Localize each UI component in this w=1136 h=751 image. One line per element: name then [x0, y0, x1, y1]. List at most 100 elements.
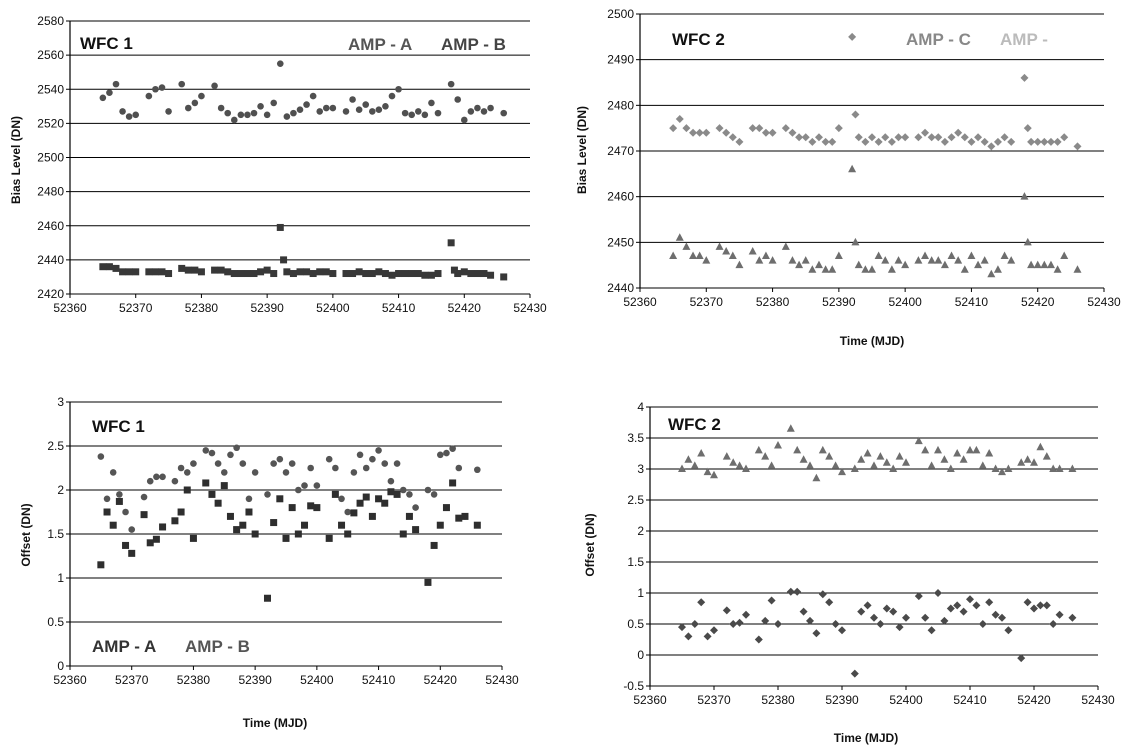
data-point — [993, 265, 1002, 273]
data-point — [876, 620, 885, 628]
data-point — [250, 270, 258, 278]
data-point — [1023, 237, 1032, 246]
data-point — [217, 104, 225, 112]
data-point — [454, 270, 462, 278]
y-tick-label: 0.5 — [47, 615, 64, 629]
data-point — [761, 128, 770, 137]
data-point — [801, 256, 810, 264]
data-point — [132, 268, 140, 276]
data-point — [834, 124, 843, 133]
data-point — [1023, 598, 1032, 607]
x-tick-label: 52370 — [697, 693, 731, 707]
data-point — [295, 486, 302, 494]
data-point — [355, 106, 363, 114]
y-tick-label: 2 — [57, 483, 64, 497]
data-point — [1040, 137, 1049, 146]
data-point — [848, 164, 857, 173]
data-point — [1068, 613, 1077, 622]
data-point — [1046, 260, 1055, 269]
data-point — [208, 449, 216, 457]
data-point — [356, 499, 364, 507]
data-point — [338, 495, 345, 503]
data-point — [191, 266, 199, 274]
data-point — [408, 111, 416, 119]
data-point — [934, 256, 943, 264]
data-point — [1030, 458, 1038, 466]
data-point — [487, 104, 494, 112]
x-tick-label: 52390 — [238, 673, 272, 687]
data-point — [768, 256, 777, 264]
data-point — [689, 251, 698, 260]
data-point — [208, 490, 216, 498]
data-point — [806, 616, 814, 625]
data-point — [178, 80, 186, 88]
data-point — [767, 461, 776, 469]
data-point — [412, 526, 420, 534]
data-point — [894, 256, 903, 264]
data-point — [1073, 142, 1082, 151]
data-point — [119, 268, 127, 276]
data-point — [338, 521, 346, 529]
data-point — [774, 620, 782, 628]
data-point — [799, 607, 808, 616]
data-point — [953, 449, 962, 457]
data-point — [703, 467, 712, 476]
data-point — [296, 106, 304, 114]
data-point — [966, 445, 974, 454]
data-point — [152, 535, 160, 543]
y-axis-label: Bias Level (DN) — [575, 106, 589, 194]
data-point — [742, 464, 750, 472]
data-point — [768, 128, 777, 137]
data-point — [226, 512, 234, 520]
data-point — [974, 260, 983, 269]
data-point — [153, 473, 160, 481]
data-point — [834, 251, 843, 260]
data-point — [954, 256, 963, 264]
data-point — [946, 604, 955, 613]
data-point — [947, 133, 956, 142]
data-point — [1023, 455, 1032, 463]
data-point — [329, 104, 337, 112]
data-point — [946, 464, 955, 472]
data-point — [754, 445, 763, 454]
data-point — [1020, 192, 1029, 200]
data-point — [985, 449, 994, 457]
y-tick-label: 2470 — [607, 144, 634, 158]
data-point — [881, 256, 890, 264]
data-point — [1055, 610, 1064, 619]
data-point — [1073, 265, 1082, 273]
x-tick-label: 52370 — [115, 673, 149, 687]
data-point — [1017, 654, 1026, 663]
chart-title-wfc1: WFC 1 — [92, 417, 145, 436]
data-point — [1007, 137, 1016, 146]
y-tick-label: 0.5 — [627, 617, 644, 631]
data-point — [171, 477, 179, 485]
data-point — [309, 92, 317, 100]
data-point — [795, 133, 804, 142]
data-point — [934, 589, 942, 597]
data-point — [927, 256, 936, 264]
legend-amp-b: AMP - B — [441, 35, 506, 54]
data-point — [1030, 604, 1038, 613]
data-point — [814, 133, 823, 142]
data-point — [184, 266, 192, 274]
data-point — [861, 137, 870, 146]
data-point — [461, 512, 469, 520]
data-point — [408, 270, 416, 278]
grid — [646, 406, 1099, 690]
data-point — [998, 613, 1006, 622]
data-point — [857, 607, 866, 616]
y-tick-label: 0 — [637, 648, 644, 662]
data-point — [424, 486, 432, 494]
data-point — [761, 452, 770, 460]
y-axis-label: Offset (DN) — [583, 513, 597, 576]
data-point — [447, 239, 455, 247]
data-point — [748, 124, 757, 133]
data-point — [283, 113, 291, 120]
ticks: 0 0.5 1 1.5 2 2.5 3 52360 52370 52380 52390 52400 52… — [47, 395, 519, 687]
data-point — [276, 60, 284, 67]
data-point — [1053, 265, 1062, 273]
x-tick-label: 52410 — [955, 295, 989, 309]
data-point — [861, 265, 870, 273]
